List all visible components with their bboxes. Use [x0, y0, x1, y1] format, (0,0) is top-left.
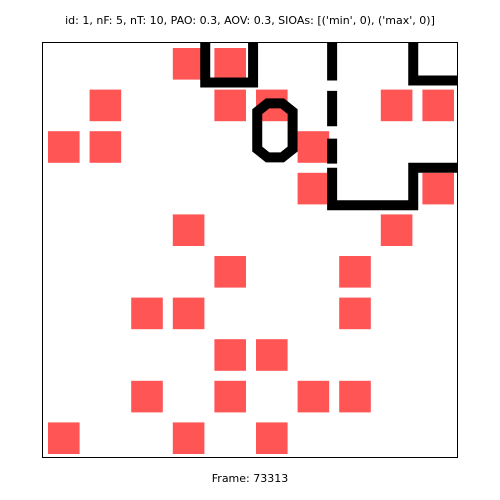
board-tile [131, 297, 163, 330]
board-tile [172, 214, 205, 246]
board-tile [297, 380, 330, 413]
board-tile [380, 214, 413, 246]
board-tile [339, 256, 371, 288]
board-tile [214, 380, 246, 413]
board-tile [297, 131, 330, 163]
board-tile [214, 339, 246, 371]
trail-top-cup [200, 43, 259, 88]
trail-ring [252, 98, 298, 163]
board-tile [89, 131, 122, 163]
board-tile [48, 131, 80, 163]
board-tile [172, 297, 205, 330]
board-tile [422, 172, 454, 205]
episode-info-header: id: 1, nF: 5, nT: 10, PAO: 0.3, AOV: 0.3… [65, 14, 435, 27]
board-tile [256, 422, 288, 454]
frame-counter: Frame: 73313 [211, 472, 289, 485]
board-tile [214, 48, 246, 80]
board-tile [214, 256, 246, 288]
board-tile [422, 89, 454, 122]
board-tile [214, 89, 246, 122]
game-board-canvas [48, 43, 457, 454]
board-tile [339, 297, 371, 330]
game-board [42, 42, 458, 458]
board-tile [131, 380, 163, 413]
board-tile [380, 89, 413, 122]
trail-lower-bracket [327, 162, 457, 211]
board-tile [48, 422, 80, 454]
board-tile [172, 48, 205, 80]
board-tile [256, 339, 288, 371]
board-tile [172, 422, 205, 454]
board-tile [297, 172, 330, 205]
board-tile [339, 380, 371, 413]
trail-top-right-corner [408, 43, 457, 86]
board-tile [89, 89, 122, 122]
